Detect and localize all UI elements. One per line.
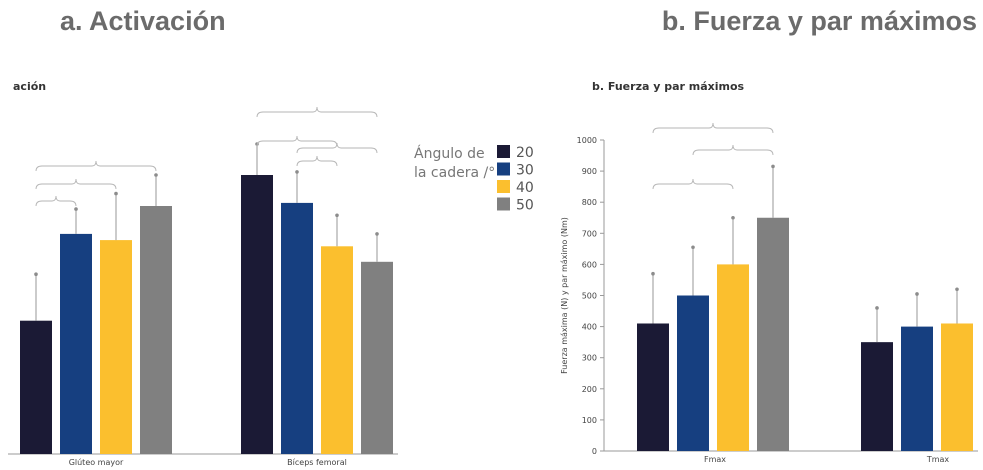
bar-40 (717, 264, 749, 451)
y-tick-label: 1000 (577, 136, 597, 145)
panel-b-subtitle: b. Fuerza y par máximos (592, 80, 745, 93)
legend-swatch-50 (497, 197, 510, 211)
legend-label-40: 40 (516, 180, 534, 196)
significance-bracket (35, 195, 77, 207)
y-tick-label: 0 (592, 447, 597, 456)
error-cap (651, 271, 655, 276)
legend-label-50: 50 (516, 198, 534, 214)
category-label: Bíceps femoral (287, 458, 347, 467)
bar-20 (20, 320, 52, 454)
error-cap (34, 272, 38, 277)
legend-label-30: 30 (516, 163, 534, 179)
error-cap (955, 287, 959, 292)
y-tick-label: 200 (582, 385, 597, 394)
category-label: Fmax (704, 455, 726, 464)
y-axis-title: Fuerza máxima (N) y par máximo (Nm) (560, 217, 569, 374)
error-cap (74, 207, 78, 211)
legend-swatch-20 (497, 145, 510, 158)
y-tick-label: 700 (582, 229, 597, 238)
bar-50 (140, 206, 172, 454)
bar-40 (321, 246, 353, 454)
significance-bracket (256, 135, 338, 147)
bar-20 (241, 175, 273, 454)
category-label: Tmax (926, 455, 950, 464)
error-cap (335, 213, 339, 218)
bar-30 (281, 202, 313, 454)
category-label: Glúteo mayor (69, 458, 124, 467)
y-tick-label: 300 (582, 354, 597, 363)
y-tick-label: 500 (582, 292, 597, 301)
significance-bracket (296, 142, 378, 154)
force-torque-chart: 0 100 200 300 400 500 600 700 800 900 1000 Fuerza m… (560, 122, 978, 464)
significance-bracket (35, 160, 157, 172)
panel-a-subtitle: ación (13, 80, 47, 93)
bar-30 (677, 295, 709, 451)
bar-20 (861, 342, 893, 451)
activation-chart: Glúteo mayor Bíceps femoral (8, 106, 398, 467)
error-cap (731, 215, 735, 220)
error-cap (691, 245, 695, 250)
error-cap (375, 232, 379, 236)
significance-bracket (652, 122, 774, 134)
bar-40 (100, 240, 132, 454)
bar-40 (941, 323, 973, 451)
error-cap (114, 191, 118, 196)
significance-bracket (692, 144, 774, 156)
error-cap (915, 292, 919, 296)
error-cap (154, 173, 158, 177)
legend-title-line2: la cadera /° (414, 165, 495, 181)
significance-bracket (256, 106, 378, 118)
panel-a-heading: a. Activación (60, 6, 226, 36)
significance-bracket (652, 178, 734, 190)
legend-swatch-30 (497, 162, 510, 176)
y-tick-label: 100 (582, 416, 597, 425)
y-tick-label: 800 (582, 198, 597, 207)
significance-bracket (296, 155, 338, 167)
legend-title-line1: Ángulo de (414, 145, 485, 162)
legend-label-20: 20 (516, 145, 534, 161)
y-tick-label: 600 (582, 260, 597, 269)
bar-50 (361, 261, 393, 454)
panel-b-heading: b. Fuerza y par máximos (661, 6, 977, 36)
y-tick-label: 400 (582, 323, 597, 332)
bar-20 (637, 323, 669, 451)
bar-50 (757, 217, 789, 451)
legend-swatch-40 (497, 180, 510, 193)
significance-bracket (35, 178, 117, 190)
error-cap (295, 170, 299, 174)
error-cap (875, 306, 879, 310)
error-cap (771, 164, 775, 169)
bar-30 (901, 326, 933, 451)
y-tick-label: 900 (582, 167, 597, 176)
bar-30 (60, 233, 92, 454)
